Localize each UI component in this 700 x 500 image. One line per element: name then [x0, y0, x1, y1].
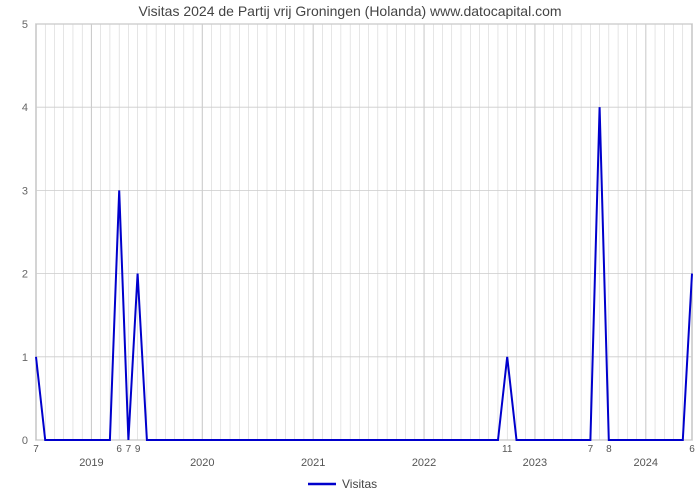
y-tick-label: 5: [22, 19, 28, 31]
peak-index-label: 9: [135, 444, 141, 455]
x-year-label: 2023: [523, 457, 547, 469]
peak-index-label: 8: [606, 444, 612, 455]
x-year-label: 2024: [634, 457, 658, 469]
x-year-label: 2021: [301, 457, 325, 469]
y-tick-label: 2: [22, 269, 28, 281]
peak-index-label: 7: [126, 444, 132, 455]
y-tick-label: 1: [22, 352, 28, 364]
peak-index-label: 6: [689, 444, 695, 455]
peak-index-label: 7: [588, 444, 594, 455]
y-tick-label: 3: [22, 185, 28, 197]
x-year-label: 2020: [190, 457, 214, 469]
chart-title: Visitas 2024 de Partij vrij Groningen (H…: [138, 3, 561, 19]
x-year-label: 2019: [79, 457, 103, 469]
visits-line-chart: Visitas 2024 de Partij vrij Groningen (H…: [0, 0, 700, 500]
y-tick-label: 4: [22, 102, 28, 114]
legend-label: Visitas: [342, 477, 377, 491]
peak-index-label: 6: [116, 444, 122, 455]
peak-index-label: 7: [33, 444, 39, 455]
x-year-label: 2022: [412, 457, 436, 469]
peak-index-label: 11: [502, 444, 513, 455]
y-tick-label: 0: [22, 435, 28, 447]
